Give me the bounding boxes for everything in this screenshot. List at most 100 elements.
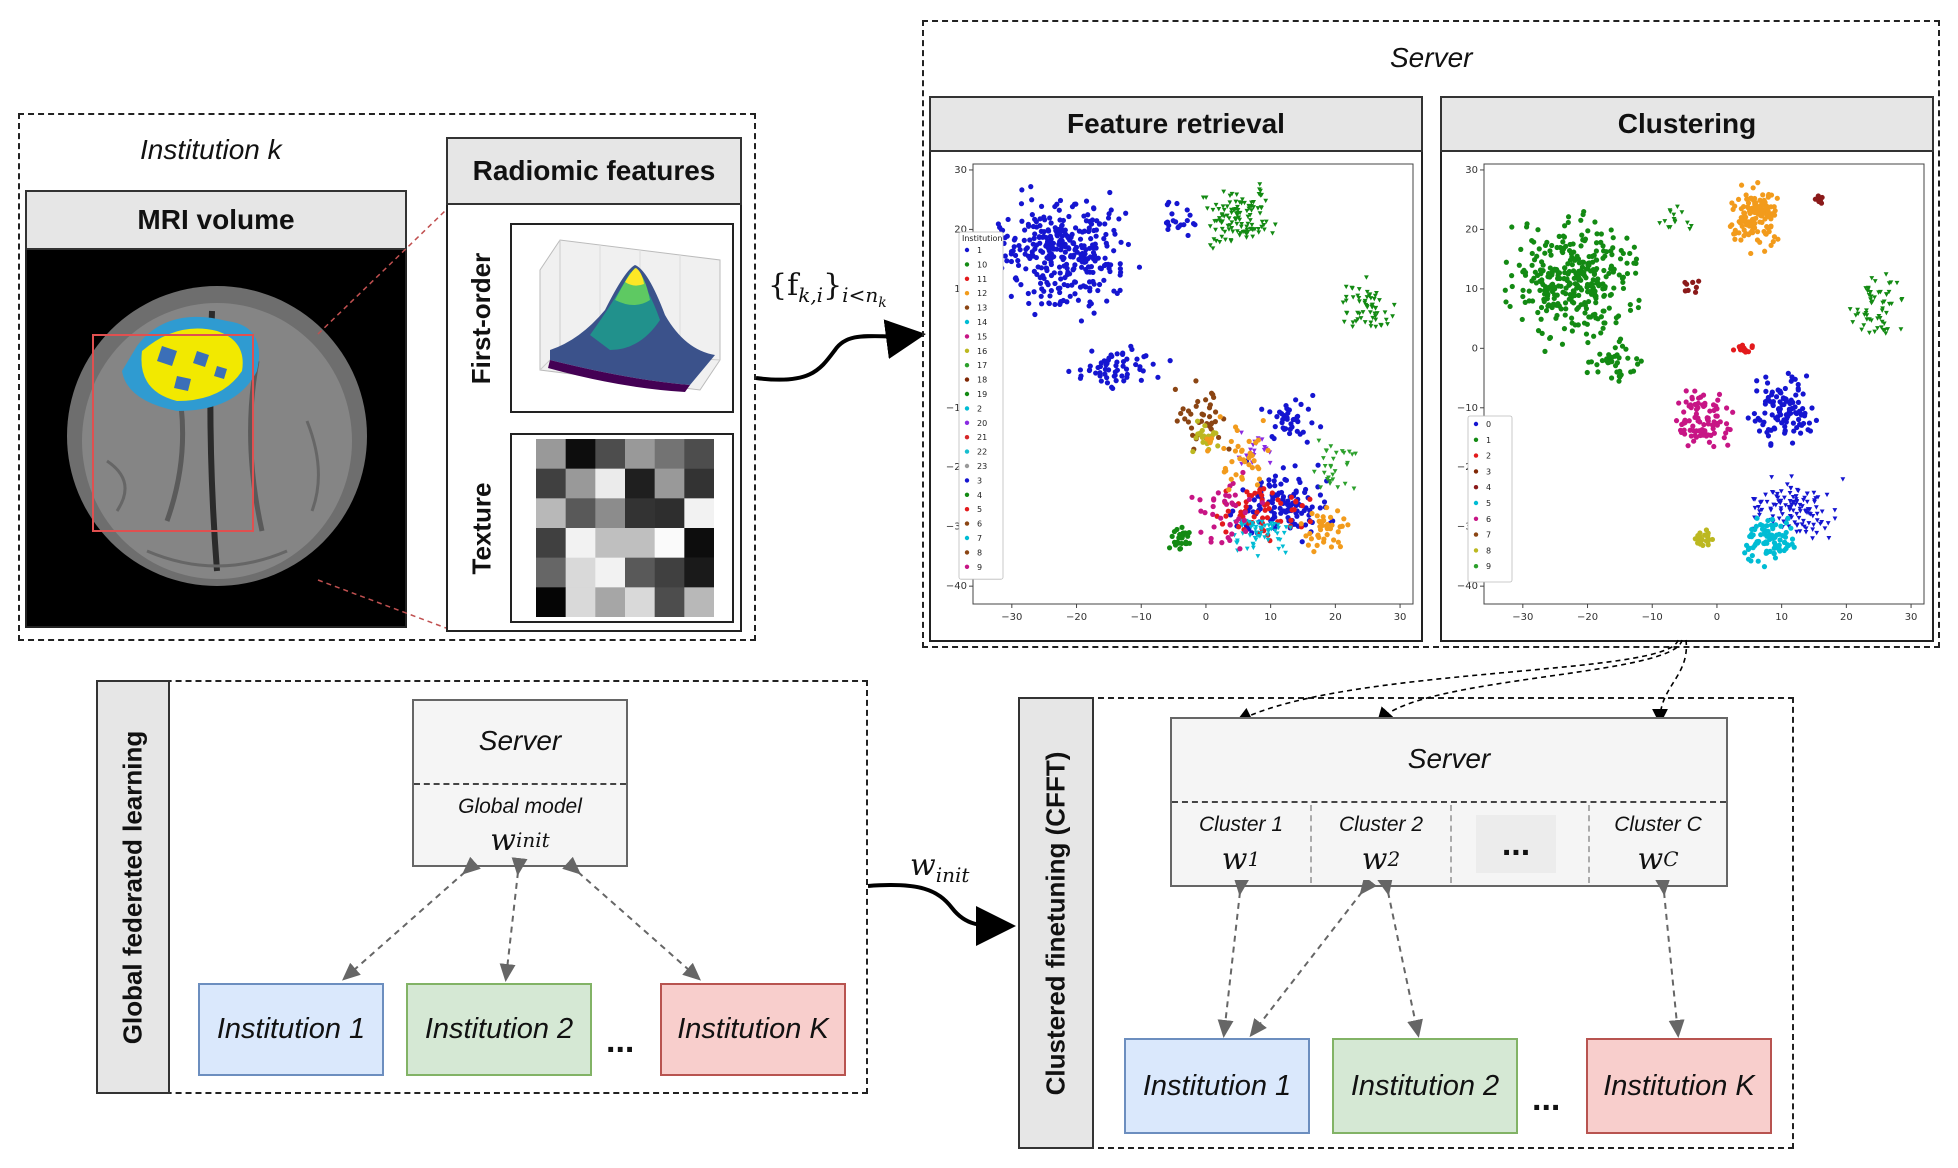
legend-entry: 16 xyxy=(977,347,987,356)
legend-entry: 1 xyxy=(977,246,982,255)
cfft-arrows xyxy=(1217,880,1685,1038)
cfft-institution-k: Institution K xyxy=(1586,1038,1772,1134)
winit-label: winit xyxy=(910,848,970,887)
cluster-divider-3 xyxy=(1588,805,1590,883)
mri-header: MRI volume xyxy=(25,190,407,250)
features-formula: {fk,i}i<nk xyxy=(768,268,887,311)
y-tick-label: 10 xyxy=(1465,284,1478,295)
institution-panel-title: Institution k xyxy=(140,134,282,165)
legend-entry: 5 xyxy=(1486,499,1491,508)
global-server-divider xyxy=(414,783,626,785)
y-tick-label: −20 xyxy=(1457,462,1478,473)
features-arrow xyxy=(755,319,926,382)
legend-entry: 3 xyxy=(977,476,982,485)
cfft-institution-1: Institution 1 xyxy=(1124,1038,1310,1134)
winit-arrow xyxy=(867,883,1016,946)
cfft-server-label: Server xyxy=(1407,743,1491,774)
y-tick-label: 30 xyxy=(954,165,967,176)
clustering-scatter-plot: −30 −20 −10 0 10 20 30 30 20 10 0 −10 −20 −30 −40 0 1 2 3 4… xyxy=(1457,163,1925,623)
clustering-header: Clustering xyxy=(1440,96,1934,152)
cluster-assignment-arrows xyxy=(1235,639,1688,725)
x-tick-label: −20 xyxy=(1577,612,1598,623)
cluster-divider-1 xyxy=(1310,805,1312,883)
legend-entry: 2 xyxy=(1486,452,1491,461)
x-tick-label: 0 xyxy=(1203,612,1209,623)
x-tick-label: 20 xyxy=(1840,612,1853,623)
legend-entry: 21 xyxy=(977,433,987,442)
y-tick-label: −10 xyxy=(946,403,967,414)
x-tick-label: 30 xyxy=(1394,612,1407,623)
legend-entry: 2 xyxy=(977,404,982,413)
x-tick-label: −10 xyxy=(1642,612,1663,623)
legend-entry: 19 xyxy=(977,390,987,399)
x-tick-label: 20 xyxy=(1329,612,1342,623)
y-tick-label: −40 xyxy=(1457,581,1478,592)
cluster-ellipsis: ... xyxy=(1501,824,1531,863)
server-panel-title: Server xyxy=(1390,42,1473,73)
legend-entry: 20 xyxy=(977,419,987,428)
legend-entry: 14 xyxy=(977,318,987,327)
global-model-var: w init xyxy=(490,822,550,858)
radiomic-header: Radiomic features xyxy=(446,137,742,205)
legend-entry: 6 xyxy=(1486,515,1491,524)
first-order-surface-plot xyxy=(539,239,721,392)
global-server-label: Server xyxy=(478,725,562,756)
x-tick-label: −10 xyxy=(1131,612,1152,623)
legend-entry: 10 xyxy=(977,260,987,269)
cluster-1-label: Cluster 1 xyxy=(1198,813,1284,836)
x-tick-label: −30 xyxy=(1001,612,1022,623)
cluster-ellipsis-cell: ... xyxy=(1476,815,1556,873)
cluster-c-label: Cluster C xyxy=(1614,813,1702,836)
y-tick-label: −30 xyxy=(1457,522,1478,533)
mri-brain-image xyxy=(27,251,405,626)
y-tick-label: −10 xyxy=(1457,403,1478,414)
legend-entry: 1 xyxy=(1486,436,1491,445)
legend-entry: 0 xyxy=(1486,420,1491,429)
retrieval-scatter-plot: −30−20−1001020303020100−10−20−30−40Insti… xyxy=(946,163,1414,623)
x-tick-label: 0 xyxy=(1714,612,1720,623)
legend-entry: 7 xyxy=(1486,531,1491,540)
cfft-institution-2: Institution 2 xyxy=(1332,1038,1518,1134)
cfft-side-label: Clustered finetuning (CFFT) xyxy=(1018,697,1094,1149)
texture-label: Texture xyxy=(454,433,512,623)
legend-entry: 22 xyxy=(977,448,987,457)
y-tick-label: −40 xyxy=(946,581,967,592)
legend-entry: 15 xyxy=(977,332,987,341)
y-tick-label: 30 xyxy=(1465,165,1478,176)
legend-entry: 12 xyxy=(977,289,987,298)
zoom-lines xyxy=(317,209,447,629)
legend-entry: 11 xyxy=(977,275,987,284)
y-tick-label: −30 xyxy=(946,522,967,533)
legend-entry: 18 xyxy=(977,376,987,385)
server-panel xyxy=(922,20,1940,648)
legend-entry: 8 xyxy=(1486,546,1491,555)
legend-entry: 17 xyxy=(977,361,987,370)
x-tick-label: −30 xyxy=(1512,612,1533,623)
x-tick-label: 30 xyxy=(1905,612,1918,623)
global-fl-side-label: Global federated learning xyxy=(96,680,170,1094)
legend-entry: 8 xyxy=(977,548,982,557)
legend-entry: 9 xyxy=(1486,562,1491,571)
y-tick-label: 0 xyxy=(1472,343,1478,354)
legend-entry: 5 xyxy=(977,505,982,514)
x-tick-label: 10 xyxy=(1264,612,1277,623)
legend-entry: 4 xyxy=(977,491,982,500)
global-institution-k: Institution K xyxy=(660,983,846,1076)
global-fl-arrows xyxy=(342,856,701,982)
global-ellipsis: ... xyxy=(606,1022,635,1060)
institution-panel xyxy=(18,113,756,641)
retrieval-header: Feature retrieval xyxy=(929,96,1423,152)
legend-entry: 9 xyxy=(977,563,982,572)
cfft-server-divider xyxy=(1172,801,1726,803)
cluster-divider-2 xyxy=(1450,805,1452,883)
global-institution-1: Institution 1 xyxy=(198,983,384,1076)
texture-matrix xyxy=(536,439,714,617)
legend-entry: 7 xyxy=(977,534,982,543)
global-institution-2: Institution 2 xyxy=(406,983,592,1076)
x-tick-label: −20 xyxy=(1066,612,1087,623)
